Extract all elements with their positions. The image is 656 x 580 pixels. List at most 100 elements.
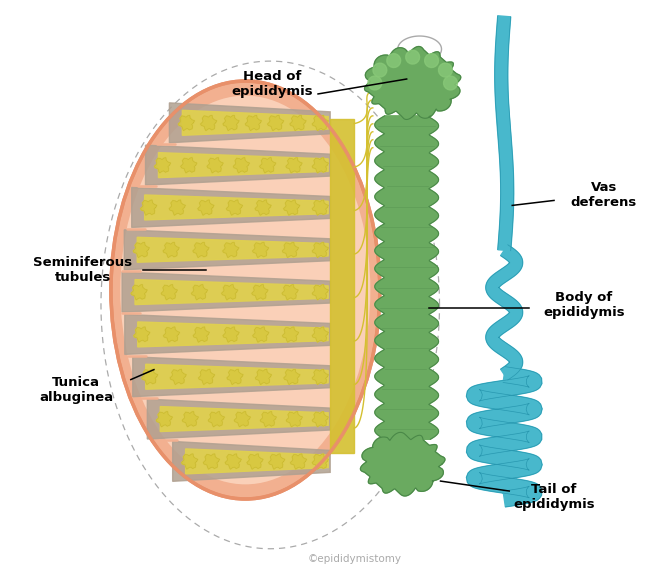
Polygon shape: [122, 272, 330, 312]
Polygon shape: [192, 285, 207, 300]
Polygon shape: [182, 412, 198, 427]
Ellipse shape: [120, 96, 371, 484]
Polygon shape: [495, 16, 514, 251]
Polygon shape: [312, 327, 329, 342]
Polygon shape: [360, 432, 445, 496]
Polygon shape: [124, 230, 330, 270]
Text: Vas
deferens: Vas deferens: [571, 182, 637, 209]
Polygon shape: [222, 285, 237, 300]
Polygon shape: [290, 115, 306, 130]
Polygon shape: [260, 158, 276, 173]
Polygon shape: [253, 327, 269, 342]
Polygon shape: [227, 369, 243, 385]
Text: Tail of
epididymis: Tail of epididymis: [513, 483, 595, 511]
Text: Seminiferous
tubules: Seminiferous tubules: [33, 256, 133, 284]
Polygon shape: [286, 412, 302, 427]
Polygon shape: [146, 145, 330, 185]
Polygon shape: [222, 242, 239, 258]
Polygon shape: [312, 158, 329, 173]
Polygon shape: [173, 441, 330, 481]
Polygon shape: [131, 285, 147, 300]
Polygon shape: [203, 454, 220, 469]
Polygon shape: [169, 103, 330, 143]
Polygon shape: [286, 158, 302, 173]
Polygon shape: [135, 280, 328, 304]
Polygon shape: [199, 369, 215, 385]
Polygon shape: [137, 237, 328, 262]
Polygon shape: [365, 46, 461, 119]
Polygon shape: [247, 454, 263, 469]
Polygon shape: [182, 110, 328, 135]
Polygon shape: [133, 357, 330, 397]
Polygon shape: [208, 412, 224, 427]
Text: Tunica
albuginea: Tunica albuginea: [39, 375, 113, 404]
Polygon shape: [163, 242, 179, 258]
Text: ©epididymistomy: ©epididymistomy: [308, 554, 402, 564]
Polygon shape: [375, 116, 438, 439]
Polygon shape: [182, 454, 197, 469]
Polygon shape: [169, 200, 186, 215]
Polygon shape: [269, 454, 285, 469]
Polygon shape: [291, 454, 306, 469]
Polygon shape: [424, 53, 438, 67]
Polygon shape: [268, 115, 284, 130]
Polygon shape: [330, 119, 354, 453]
Polygon shape: [142, 369, 158, 385]
Polygon shape: [186, 449, 328, 474]
Polygon shape: [194, 327, 209, 342]
Polygon shape: [245, 115, 262, 130]
Polygon shape: [253, 242, 269, 258]
Polygon shape: [134, 327, 150, 342]
Polygon shape: [312, 242, 329, 258]
Polygon shape: [226, 200, 243, 215]
Polygon shape: [140, 200, 157, 215]
Polygon shape: [163, 327, 180, 342]
Polygon shape: [312, 200, 329, 215]
Polygon shape: [255, 200, 271, 215]
Polygon shape: [133, 242, 150, 258]
Polygon shape: [255, 369, 272, 385]
Polygon shape: [223, 327, 239, 342]
Polygon shape: [159, 153, 328, 177]
Polygon shape: [201, 115, 217, 130]
Polygon shape: [373, 63, 387, 77]
Polygon shape: [144, 195, 328, 220]
Polygon shape: [178, 115, 194, 130]
Polygon shape: [225, 454, 241, 469]
Polygon shape: [466, 367, 542, 507]
Polygon shape: [154, 158, 171, 173]
Polygon shape: [132, 187, 330, 227]
Polygon shape: [125, 314, 330, 354]
Text: Body of
epididymis: Body of epididymis: [543, 291, 625, 319]
Polygon shape: [223, 115, 239, 130]
Polygon shape: [312, 454, 329, 469]
Polygon shape: [180, 158, 197, 173]
Polygon shape: [312, 115, 329, 130]
Polygon shape: [146, 364, 328, 389]
Polygon shape: [148, 399, 330, 439]
Polygon shape: [284, 369, 300, 385]
Polygon shape: [193, 242, 209, 258]
Polygon shape: [160, 407, 328, 432]
Polygon shape: [252, 285, 268, 300]
Polygon shape: [312, 285, 329, 300]
Polygon shape: [438, 63, 453, 77]
Polygon shape: [282, 242, 298, 258]
Polygon shape: [406, 50, 420, 64]
Polygon shape: [161, 285, 177, 300]
Polygon shape: [207, 158, 223, 173]
Polygon shape: [443, 76, 457, 90]
Text: Head of
epididymis: Head of epididymis: [232, 70, 313, 98]
Polygon shape: [260, 412, 276, 427]
Polygon shape: [234, 412, 251, 427]
Polygon shape: [312, 412, 329, 427]
Polygon shape: [234, 158, 249, 173]
Polygon shape: [283, 200, 300, 215]
Ellipse shape: [111, 81, 380, 499]
Polygon shape: [283, 327, 298, 342]
Polygon shape: [170, 369, 186, 385]
Polygon shape: [282, 285, 298, 300]
Polygon shape: [138, 322, 328, 347]
Polygon shape: [156, 412, 173, 427]
Polygon shape: [387, 53, 401, 67]
